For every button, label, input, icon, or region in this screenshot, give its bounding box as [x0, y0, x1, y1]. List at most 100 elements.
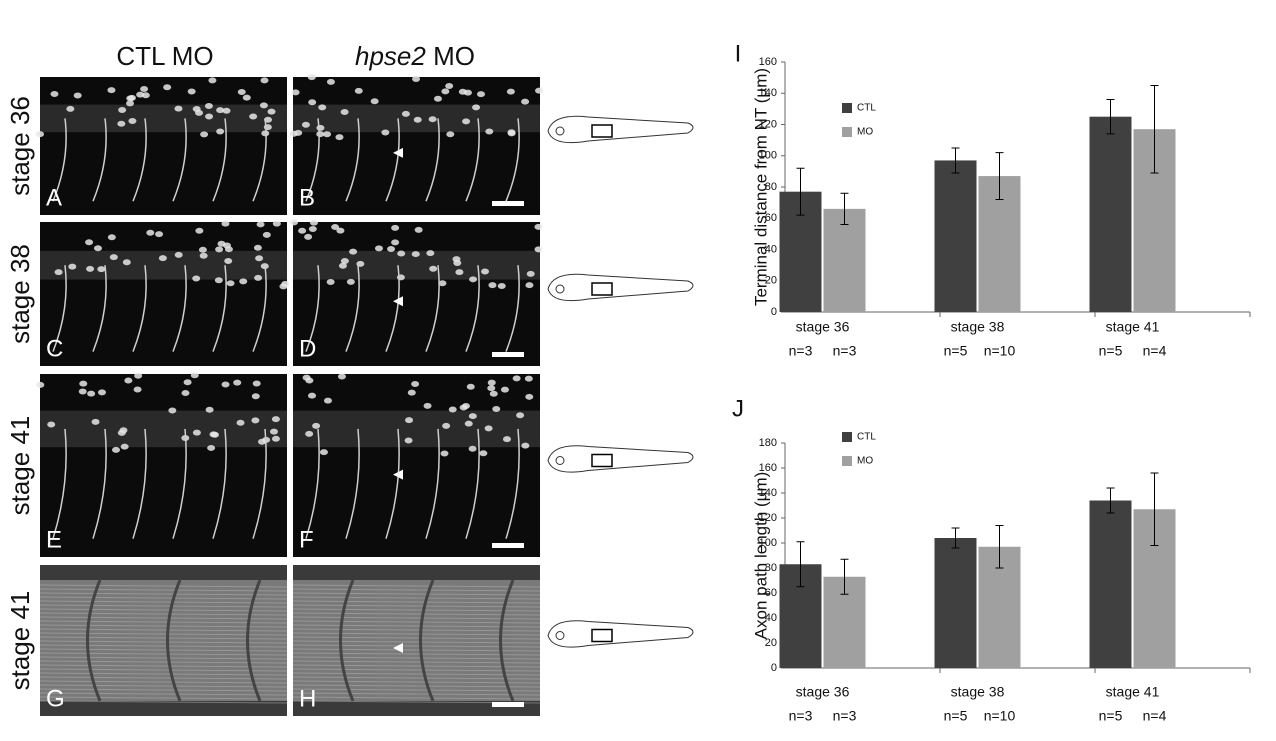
legend-swatch	[842, 127, 852, 137]
n-label: n=3	[833, 343, 857, 359]
cell-body	[481, 268, 490, 275]
cell-body	[464, 420, 473, 427]
micrograph: F	[293, 373, 540, 557]
muscle-fiber	[39, 640, 288, 644]
y-tick-label: 0	[771, 662, 777, 674]
cell-body	[192, 106, 201, 113]
cell-body	[336, 227, 345, 234]
cell-body	[397, 250, 406, 257]
scale-bar	[492, 702, 524, 707]
cell-body	[253, 244, 262, 251]
cell-body	[340, 258, 349, 265]
region-box	[591, 282, 613, 296]
arrowhead	[393, 147, 403, 158]
muscle-fiber	[292, 632, 541, 636]
cell-body	[335, 134, 344, 141]
cell-body	[261, 130, 270, 137]
gene-name: hpse2	[355, 41, 426, 71]
error-bar	[1106, 99, 1115, 135]
error-bar	[1106, 487, 1115, 514]
cell-body	[271, 416, 280, 423]
cell-body	[446, 131, 455, 138]
panel-letter: J	[732, 395, 744, 422]
y-tick-label: 120	[759, 118, 777, 130]
y-tick-label: 140	[759, 87, 777, 99]
row-label: stage 41	[5, 416, 35, 516]
muscle-fiber	[39, 656, 288, 660]
panel-letter: D	[299, 335, 316, 362]
muscle-fiber	[292, 640, 541, 644]
y-tick-label: 40	[765, 243, 777, 255]
axon	[385, 265, 400, 352]
cell-body	[516, 412, 525, 419]
error-bar	[840, 192, 849, 225]
cell-body	[323, 397, 332, 404]
axon	[465, 265, 480, 352]
cell-body	[535, 87, 544, 94]
panel-letter: B	[299, 184, 315, 211]
column-header: CTL MO	[116, 41, 213, 71]
n-label: n=3	[789, 343, 813, 359]
bar	[1089, 116, 1132, 312]
cell-body	[79, 380, 88, 387]
cell-body	[309, 219, 318, 226]
muscle-fiber	[292, 612, 541, 616]
cell-body	[428, 116, 437, 123]
cell-body	[525, 393, 534, 400]
muscle-fiber	[39, 636, 288, 640]
cell-body	[497, 283, 506, 290]
cell-body	[453, 260, 462, 267]
tadpole-outline	[547, 273, 694, 302]
panel-letter: C	[46, 335, 63, 362]
cell-body	[198, 246, 207, 253]
muscle-fiber	[39, 692, 288, 696]
cell-body	[251, 417, 260, 424]
panel-letter: F	[299, 526, 314, 553]
n-label: n=10	[984, 708, 1016, 724]
cell-body	[163, 84, 172, 91]
tadpole-outline	[547, 445, 694, 473]
cell-body	[236, 419, 245, 426]
cell-body	[472, 104, 481, 111]
axon	[425, 118, 440, 202]
micrograph: A	[36, 77, 287, 215]
somite-boundary	[166, 579, 182, 702]
arrowhead	[393, 643, 403, 654]
cell-body	[222, 107, 231, 114]
cell-body	[442, 422, 451, 429]
bar	[934, 160, 977, 312]
cell-body	[107, 234, 116, 241]
cell-body	[223, 242, 232, 249]
muscle-fiber	[292, 624, 541, 628]
y-tick-label: 80	[765, 181, 777, 193]
cell-body	[237, 89, 246, 96]
muscle-fiber	[292, 660, 541, 664]
cell-body	[301, 121, 310, 128]
cell-body	[269, 428, 278, 435]
muscle-fiber	[39, 664, 288, 668]
muscle-fiber	[292, 684, 541, 688]
muscle-fiber	[39, 648, 288, 652]
cell-body	[251, 393, 260, 400]
muscle-fiber	[39, 696, 288, 700]
tadpole-outline	[547, 115, 694, 144]
cell-body	[78, 388, 87, 395]
somite-boundary	[419, 579, 435, 702]
tadpole-outline	[547, 620, 694, 648]
cell-body	[126, 100, 135, 107]
cell-body	[466, 383, 475, 390]
cell-body	[216, 128, 225, 135]
muscle-fiber	[39, 644, 288, 648]
micrograph: D	[290, 219, 543, 366]
y-tick-label: 60	[765, 212, 777, 224]
cell-body	[521, 442, 530, 449]
cell-body	[534, 223, 543, 230]
cell-body	[249, 113, 258, 120]
axon	[92, 118, 107, 202]
cell-body	[326, 78, 335, 85]
neural-tube	[40, 250, 287, 280]
cell-body	[97, 266, 106, 273]
legend-swatch	[842, 456, 852, 466]
axon	[385, 118, 400, 202]
cell-body	[370, 98, 379, 105]
